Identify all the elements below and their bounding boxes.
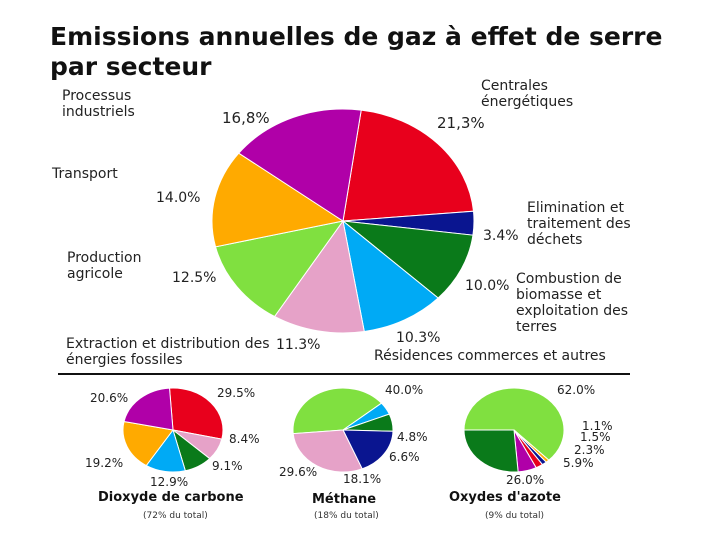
ch4-pct-pink: 29.6% bbox=[279, 465, 318, 479]
main-slice-production-agricole bbox=[214, 220, 345, 318]
co2-pct-pink: 8.4% bbox=[229, 432, 260, 446]
label-combustion-biomasse: Combustion de biomasse et exploitation d… bbox=[516, 271, 629, 335]
label-transport: Transport bbox=[52, 166, 118, 182]
pct-dechets: 3.4% bbox=[483, 228, 519, 244]
main-slice-residences-commerces-et-autres bbox=[342, 219, 439, 333]
main-slice-centrales-energetiques bbox=[342, 109, 475, 222]
co2-slice-0 bbox=[168, 387, 224, 440]
pct-transport: 14.0% bbox=[156, 190, 201, 206]
nox-pct-green: 26.0% bbox=[506, 473, 545, 487]
ch4-chart-note: (18% du total) bbox=[314, 511, 379, 521]
ch4-slice-4 bbox=[292, 429, 363, 473]
nox-pct-navy: 1.5% bbox=[580, 430, 611, 444]
pct-centrales-energetiques: 21,3% bbox=[437, 114, 485, 132]
co2-chart-note: (72% du total) bbox=[143, 511, 208, 521]
label-centrales-energetiques: Centrales énergétiques bbox=[481, 78, 574, 110]
pct-production-agricole: 12.5% bbox=[172, 270, 217, 286]
main-slice-extraction-et-distribution-des-energies-fossiles bbox=[273, 219, 365, 334]
nox-slice-5 bbox=[463, 429, 519, 473]
nox-chart-note: (9% du total) bbox=[485, 511, 545, 521]
co2-pct-red: 29.5% bbox=[217, 386, 256, 400]
section-divider bbox=[58, 373, 630, 375]
nox-slice-0 bbox=[463, 387, 565, 461]
nox-pct-orange: 1.1% bbox=[582, 419, 613, 433]
ch4-pct-cyan: 4.8% bbox=[397, 430, 428, 444]
ch4-slice-3 bbox=[342, 429, 394, 470]
ch4-slice-0 bbox=[292, 387, 383, 435]
nox-pct-purple: 5.9% bbox=[563, 456, 594, 470]
pct-processus-industriels: 16,8% bbox=[222, 109, 270, 127]
label-processus-industriels: Processus industriels bbox=[62, 88, 135, 120]
co2-pct-purple: 20.6% bbox=[90, 391, 129, 405]
main-slice-processus-industriels bbox=[237, 108, 362, 222]
pct-combustion-biomasse: 10.0% bbox=[465, 278, 510, 294]
ch4-pct-green: 6.6% bbox=[389, 450, 420, 464]
ch4-chart-title: Méthane bbox=[312, 492, 377, 507]
pct-extraction-energies-fossiles: 11.3% bbox=[276, 337, 321, 353]
label-production-agricole: Production agricole bbox=[67, 250, 142, 282]
ch4-pct-navy: 18.1% bbox=[343, 472, 382, 486]
chart-title: Emissions annuelles de gaz à effet de se… bbox=[50, 22, 663, 81]
label-dechets: Elimination et traitement des déchets bbox=[527, 200, 631, 248]
co2-pct-orange: 19.2% bbox=[85, 456, 124, 470]
co2-slice-4 bbox=[122, 420, 174, 467]
nox-chart-title: Oxydes d'azote bbox=[449, 490, 561, 505]
nox-pct-light-green: 62.0% bbox=[557, 383, 596, 397]
ch4-pct-light-green: 40.0% bbox=[385, 383, 424, 397]
label-residences: Résidences commerces et autres bbox=[374, 348, 606, 364]
main-slice-transport bbox=[211, 152, 345, 248]
label-extraction-energies-fossiles: Extraction et distribution des énergies … bbox=[66, 336, 270, 368]
co2-chart-title: Dioxyde de carbone bbox=[98, 490, 244, 505]
main-slice-combustion-de-biomasse-et-exploitation-des-terres bbox=[341, 220, 474, 299]
co2-pct-cyan: 12.9% bbox=[150, 475, 189, 489]
co2-pct-green: 9.1% bbox=[212, 459, 243, 473]
co2-slice-5 bbox=[123, 387, 174, 431]
pct-residences: 10.3% bbox=[396, 330, 441, 346]
nox-pct-red: 2.3% bbox=[574, 443, 605, 457]
